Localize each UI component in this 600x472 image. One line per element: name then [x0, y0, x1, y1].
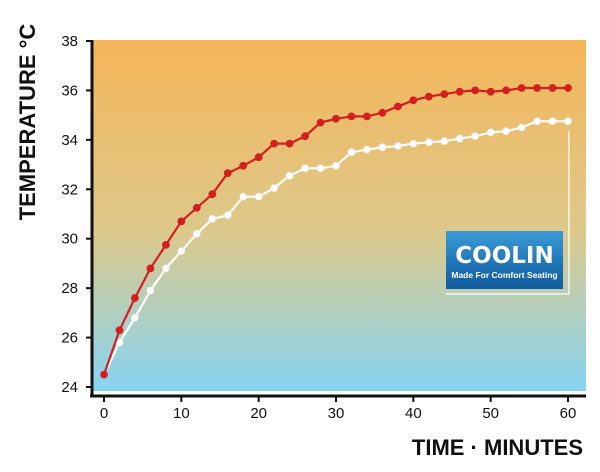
data-point	[208, 190, 217, 199]
data-point	[378, 108, 387, 117]
data-point	[502, 86, 510, 95]
data-point	[533, 84, 541, 92]
data-point	[393, 102, 402, 111]
x-tick-label: 30	[328, 405, 345, 422]
y-tick-label: 34	[61, 132, 78, 149]
data-point	[130, 294, 139, 302]
data-point	[486, 87, 495, 96]
plot-background	[92, 40, 586, 391]
y-tick-label: 32	[61, 181, 78, 198]
data-point	[332, 114, 340, 123]
data-point	[471, 132, 480, 141]
data-point	[440, 90, 449, 98]
data-point	[146, 286, 155, 295]
data-point	[455, 87, 464, 96]
data-point	[208, 214, 217, 223]
data-point	[440, 137, 449, 145]
data-point	[332, 161, 340, 170]
data-point	[486, 128, 495, 137]
data-point	[362, 112, 371, 121]
data-point	[517, 123, 526, 132]
y-tick-label: 26	[61, 330, 78, 347]
data-point	[100, 370, 108, 379]
data-point	[409, 96, 418, 105]
data-point	[502, 127, 510, 136]
data-point	[424, 92, 433, 101]
data-point	[192, 229, 201, 238]
data-point	[362, 145, 371, 154]
data-point	[347, 112, 356, 121]
series-layer	[100, 84, 572, 379]
data-point	[378, 143, 387, 152]
data-point	[239, 192, 248, 201]
y-axis-title: TEMPERATURE °C	[15, 24, 40, 221]
data-point	[146, 264, 155, 273]
series-red	[100, 84, 572, 379]
y-tick-label: 24	[61, 379, 78, 396]
y-tick-label: 28	[61, 280, 78, 297]
logo-tagline: Made For Comfort Seating	[451, 270, 557, 280]
data-point	[270, 139, 278, 148]
x-tick-label: 50	[482, 405, 499, 422]
data-point	[471, 86, 480, 95]
data-point	[548, 84, 557, 92]
x-tick-label: 10	[173, 405, 190, 422]
data-point	[192, 203, 201, 212]
data-point	[548, 117, 557, 126]
data-point	[533, 117, 541, 126]
logo-connector-line	[446, 131, 570, 295]
x-tick-label: 40	[405, 405, 422, 422]
data-point	[254, 153, 263, 162]
y-axis-ticks: 24 26 28 30 32 34 36 38	[61, 33, 92, 396]
data-point	[254, 192, 263, 201]
data-point	[223, 211, 232, 220]
data-point	[115, 326, 124, 335]
data-point	[347, 148, 356, 157]
data-point	[285, 171, 294, 180]
y-tick-label: 38	[61, 33, 78, 50]
data-point	[301, 132, 309, 141]
data-point	[161, 240, 170, 249]
data-point	[130, 313, 139, 322]
data-point	[424, 138, 433, 147]
data-point	[455, 134, 464, 143]
x-axis-title: TIME · MINUTES	[412, 435, 583, 460]
x-axis-ticks: 0 10 20 30 40 50 60	[100, 396, 577, 422]
x-tick-label: 0	[100, 405, 108, 422]
data-point	[223, 169, 232, 178]
x-tick-label: 60	[560, 405, 577, 422]
data-point	[177, 217, 186, 226]
y-tick-label: 30	[61, 231, 78, 248]
logo-badge	[446, 231, 563, 289]
data-point	[285, 139, 294, 148]
series-white	[100, 117, 572, 379]
data-point	[409, 139, 418, 148]
data-point	[393, 142, 402, 150]
data-point	[301, 164, 309, 173]
data-point	[564, 84, 572, 92]
data-point	[564, 117, 572, 126]
data-point	[517, 84, 526, 92]
logo-name: COOLIN	[455, 243, 553, 269]
data-point	[316, 118, 325, 127]
x-tick-label: 20	[250, 405, 267, 422]
y-tick-label: 36	[61, 82, 78, 99]
data-point	[239, 161, 248, 170]
coolin-logo: COOLIN Made For Comfort Seating	[446, 131, 570, 295]
data-point	[177, 247, 186, 255]
data-point	[161, 264, 170, 273]
data-point	[316, 164, 325, 173]
data-point	[270, 184, 278, 192]
